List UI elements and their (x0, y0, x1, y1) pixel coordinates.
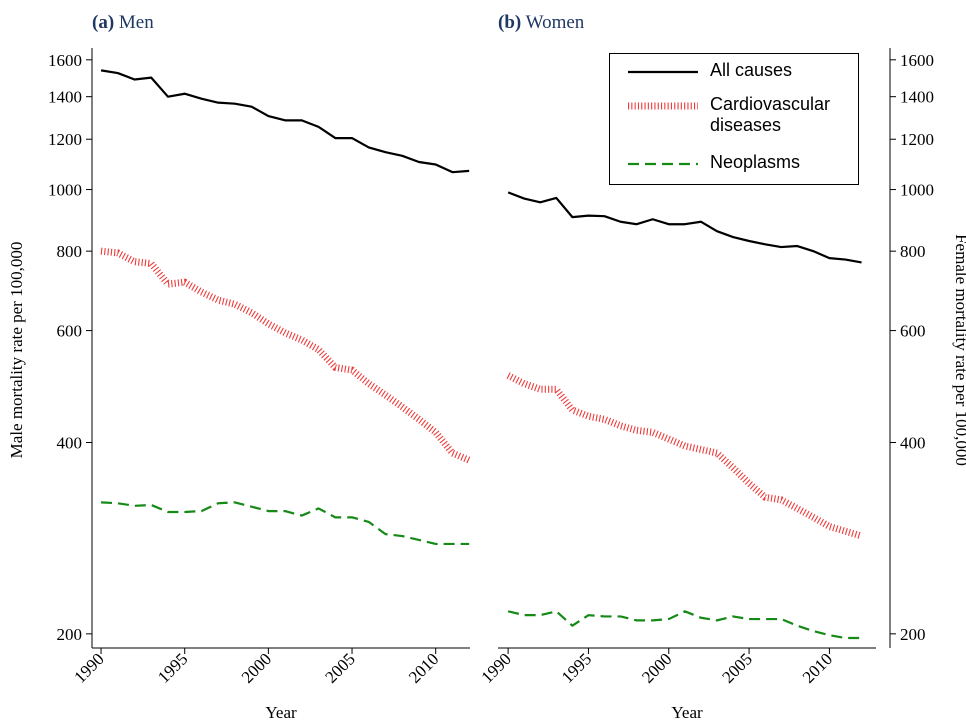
y-tick-label: 600 (900, 322, 926, 341)
y-tick-label: 800 (900, 242, 926, 261)
x-tick-label: 2005 (718, 649, 755, 686)
y-tick-label: 400 (57, 434, 83, 453)
x-tick-label: 2000 (638, 649, 675, 686)
legend-swatch (628, 70, 698, 74)
legend-label: Cardiovascular diseases (710, 94, 831, 135)
y-tick-label: 1000 (48, 181, 82, 200)
legend-swatch (628, 162, 698, 166)
y-tick-label: 1200 (48, 130, 82, 149)
x-tick-label: 2010 (799, 649, 836, 686)
y-tick-label: 1400 (900, 88, 934, 107)
panel-title: (a) Men (92, 12, 154, 33)
legend-label: All causes (710, 60, 793, 80)
panel-label: (b) (498, 12, 521, 33)
legend-swatch (628, 102, 698, 110)
series-line (100, 501, 470, 546)
y-tick-label: 200 (57, 625, 83, 644)
legend: All causes Cardiovascular diseases Neoplas… (609, 53, 859, 185)
y-tick-label: 1600 (900, 51, 934, 70)
panel-label: (a) (92, 12, 114, 33)
panel-name: Men (119, 12, 154, 33)
series-line (100, 247, 471, 464)
series-line (507, 610, 862, 640)
y-tick-label: 1000 (900, 181, 934, 200)
series-line (506, 372, 863, 540)
legend-label: Neoplasms (710, 152, 801, 172)
y-axis-label: Male mortality rate per 100,000 (7, 242, 26, 459)
series-line (100, 69, 470, 174)
x-tick-label: 2005 (321, 649, 358, 686)
y-axis-label: Female mortality rate per 100,000 (952, 234, 966, 466)
y-tick-label: 400 (900, 434, 926, 453)
x-tick-label: 1995 (558, 649, 595, 686)
x-tick-label: 1990 (477, 649, 514, 686)
x-axis-label: Year (671, 703, 703, 722)
y-tick-label: 600 (57, 322, 83, 341)
y-tick-label: 1200 (900, 130, 934, 149)
x-axis-label: Year (265, 703, 297, 722)
x-tick-label: 1990 (70, 649, 107, 686)
y-tick-label: 1400 (48, 88, 82, 107)
panel-title: (b) Women (498, 12, 585, 33)
x-tick-label: 2000 (238, 649, 275, 686)
y-tick-label: 1600 (48, 51, 82, 70)
panel-name: Women (526, 12, 585, 33)
series-line (507, 191, 862, 264)
x-tick-label: 1995 (154, 649, 191, 686)
y-tick-label: 800 (57, 242, 83, 261)
y-tick-label: 200 (900, 625, 926, 644)
x-tick-label: 2010 (405, 649, 442, 686)
